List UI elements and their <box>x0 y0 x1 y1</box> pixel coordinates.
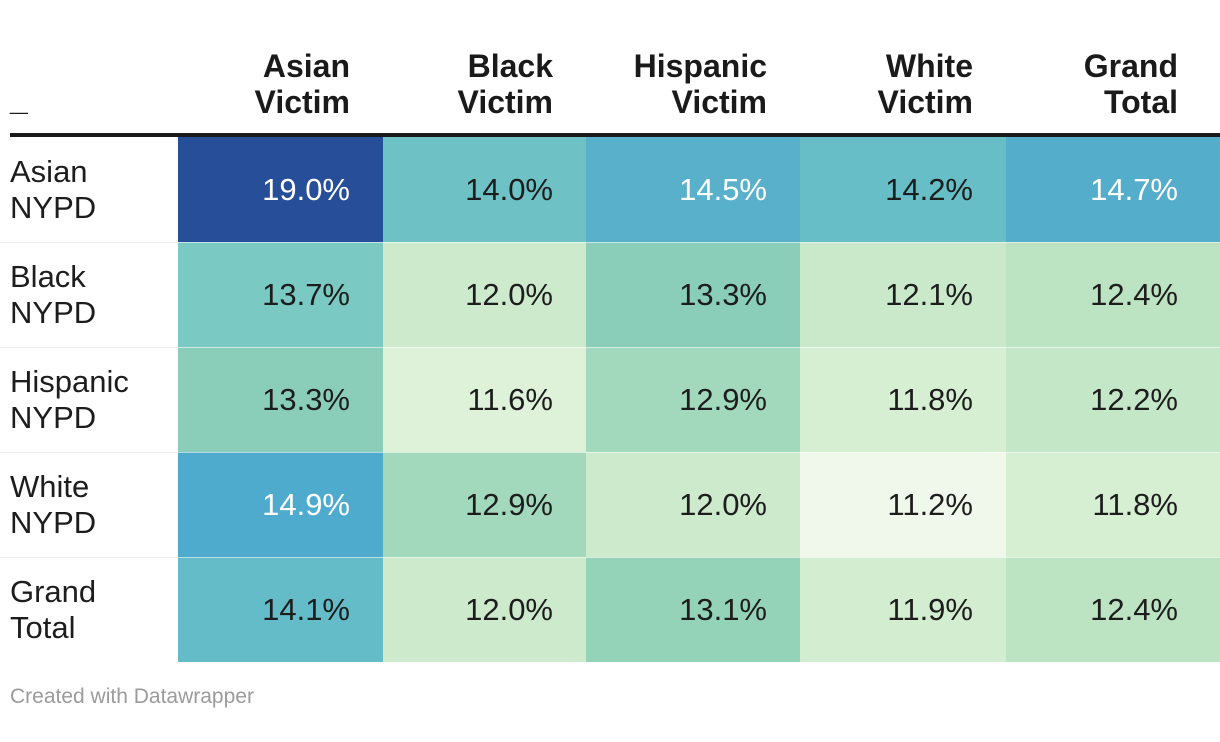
heatmap-cell: 12.9% <box>383 452 586 557</box>
heatmap-cell: 13.3% <box>178 347 383 452</box>
table-row-grand-total: Grand Total 14.1% 12.0% 13.1% 11.9% 12.4… <box>0 557 1220 662</box>
heatmap-cell: 12.0% <box>586 452 800 557</box>
row-header-grand-total: Grand Total <box>0 557 178 662</box>
row-header-black-nypd: Black NYPD <box>0 242 178 347</box>
heatmap-cell: 14.0% <box>383 137 586 242</box>
table-row-white-nypd: White NYPD 14.9% 12.9% 12.0% 11.2% 11.8% <box>0 452 1220 557</box>
heatmap-cell: 14.9% <box>178 452 383 557</box>
header-row: _ Asian Victim Black Victim Hispanic Vic… <box>0 0 1220 133</box>
table-row-hispanic-nypd: Hispanic NYPD 13.3% 11.6% 12.9% 11.8% 12… <box>0 347 1220 452</box>
column-header-black-victim: Black Victim <box>457 48 553 120</box>
row-header-asian-nypd: Asian NYPD <box>0 137 178 242</box>
heatmap-cell: 11.8% <box>1006 452 1220 557</box>
heatmap-cell: 14.1% <box>178 557 383 662</box>
table-row-asian-nypd: Asian NYPD 19.0% 14.0% 14.5% 14.2% 14.7% <box>0 137 1220 242</box>
heatmap-cell: 11.6% <box>383 347 586 452</box>
heatmap-cell: 13.1% <box>586 557 800 662</box>
heatmap-cell: 14.5% <box>586 137 800 242</box>
row-header-hispanic-nypd: Hispanic NYPD <box>0 347 178 452</box>
heatmap-cell: 11.9% <box>800 557 1006 662</box>
column-header-white-victim: White Victim <box>877 48 973 120</box>
heatmap-cell: 12.4% <box>1006 557 1220 662</box>
heatmap-cell: 14.2% <box>800 137 1006 242</box>
heatmap-cell: 13.7% <box>178 242 383 347</box>
table-row-black-nypd: Black NYPD 13.7% 12.0% 13.3% 12.1% 12.4% <box>0 242 1220 347</box>
heatmap-cell: 14.7% <box>1006 137 1220 242</box>
column-header-asian-victim: Asian Victim <box>254 48 350 120</box>
column-header-grand-total: Grand Total <box>1083 48 1178 120</box>
heatmap-cell: 12.0% <box>383 557 586 662</box>
datawrapper-credit-link[interactable]: Created with Datawrapper <box>10 685 254 708</box>
heatmap-cell: 12.4% <box>1006 242 1220 347</box>
row-header-white-nypd: White NYPD <box>0 452 178 557</box>
heatmap-cell: 12.0% <box>383 242 586 347</box>
heatmap-cell: 12.9% <box>586 347 800 452</box>
heatmap-cell: 11.2% <box>800 452 1006 557</box>
header-rule <box>10 133 1220 137</box>
heatmap-cell: 11.8% <box>800 347 1006 452</box>
heatmap-cell: 12.1% <box>800 242 1006 347</box>
heatmap-cell: 13.3% <box>586 242 800 347</box>
heatmap-cell: 12.2% <box>1006 347 1220 452</box>
corner-dash-label: _ <box>10 81 28 117</box>
column-header-hispanic-victim: Hispanic Victim <box>633 48 767 120</box>
heatmap-cell: 19.0% <box>178 137 383 242</box>
heatmap-table: _ Asian Victim Black Victim Hispanic Vic… <box>0 0 1220 662</box>
